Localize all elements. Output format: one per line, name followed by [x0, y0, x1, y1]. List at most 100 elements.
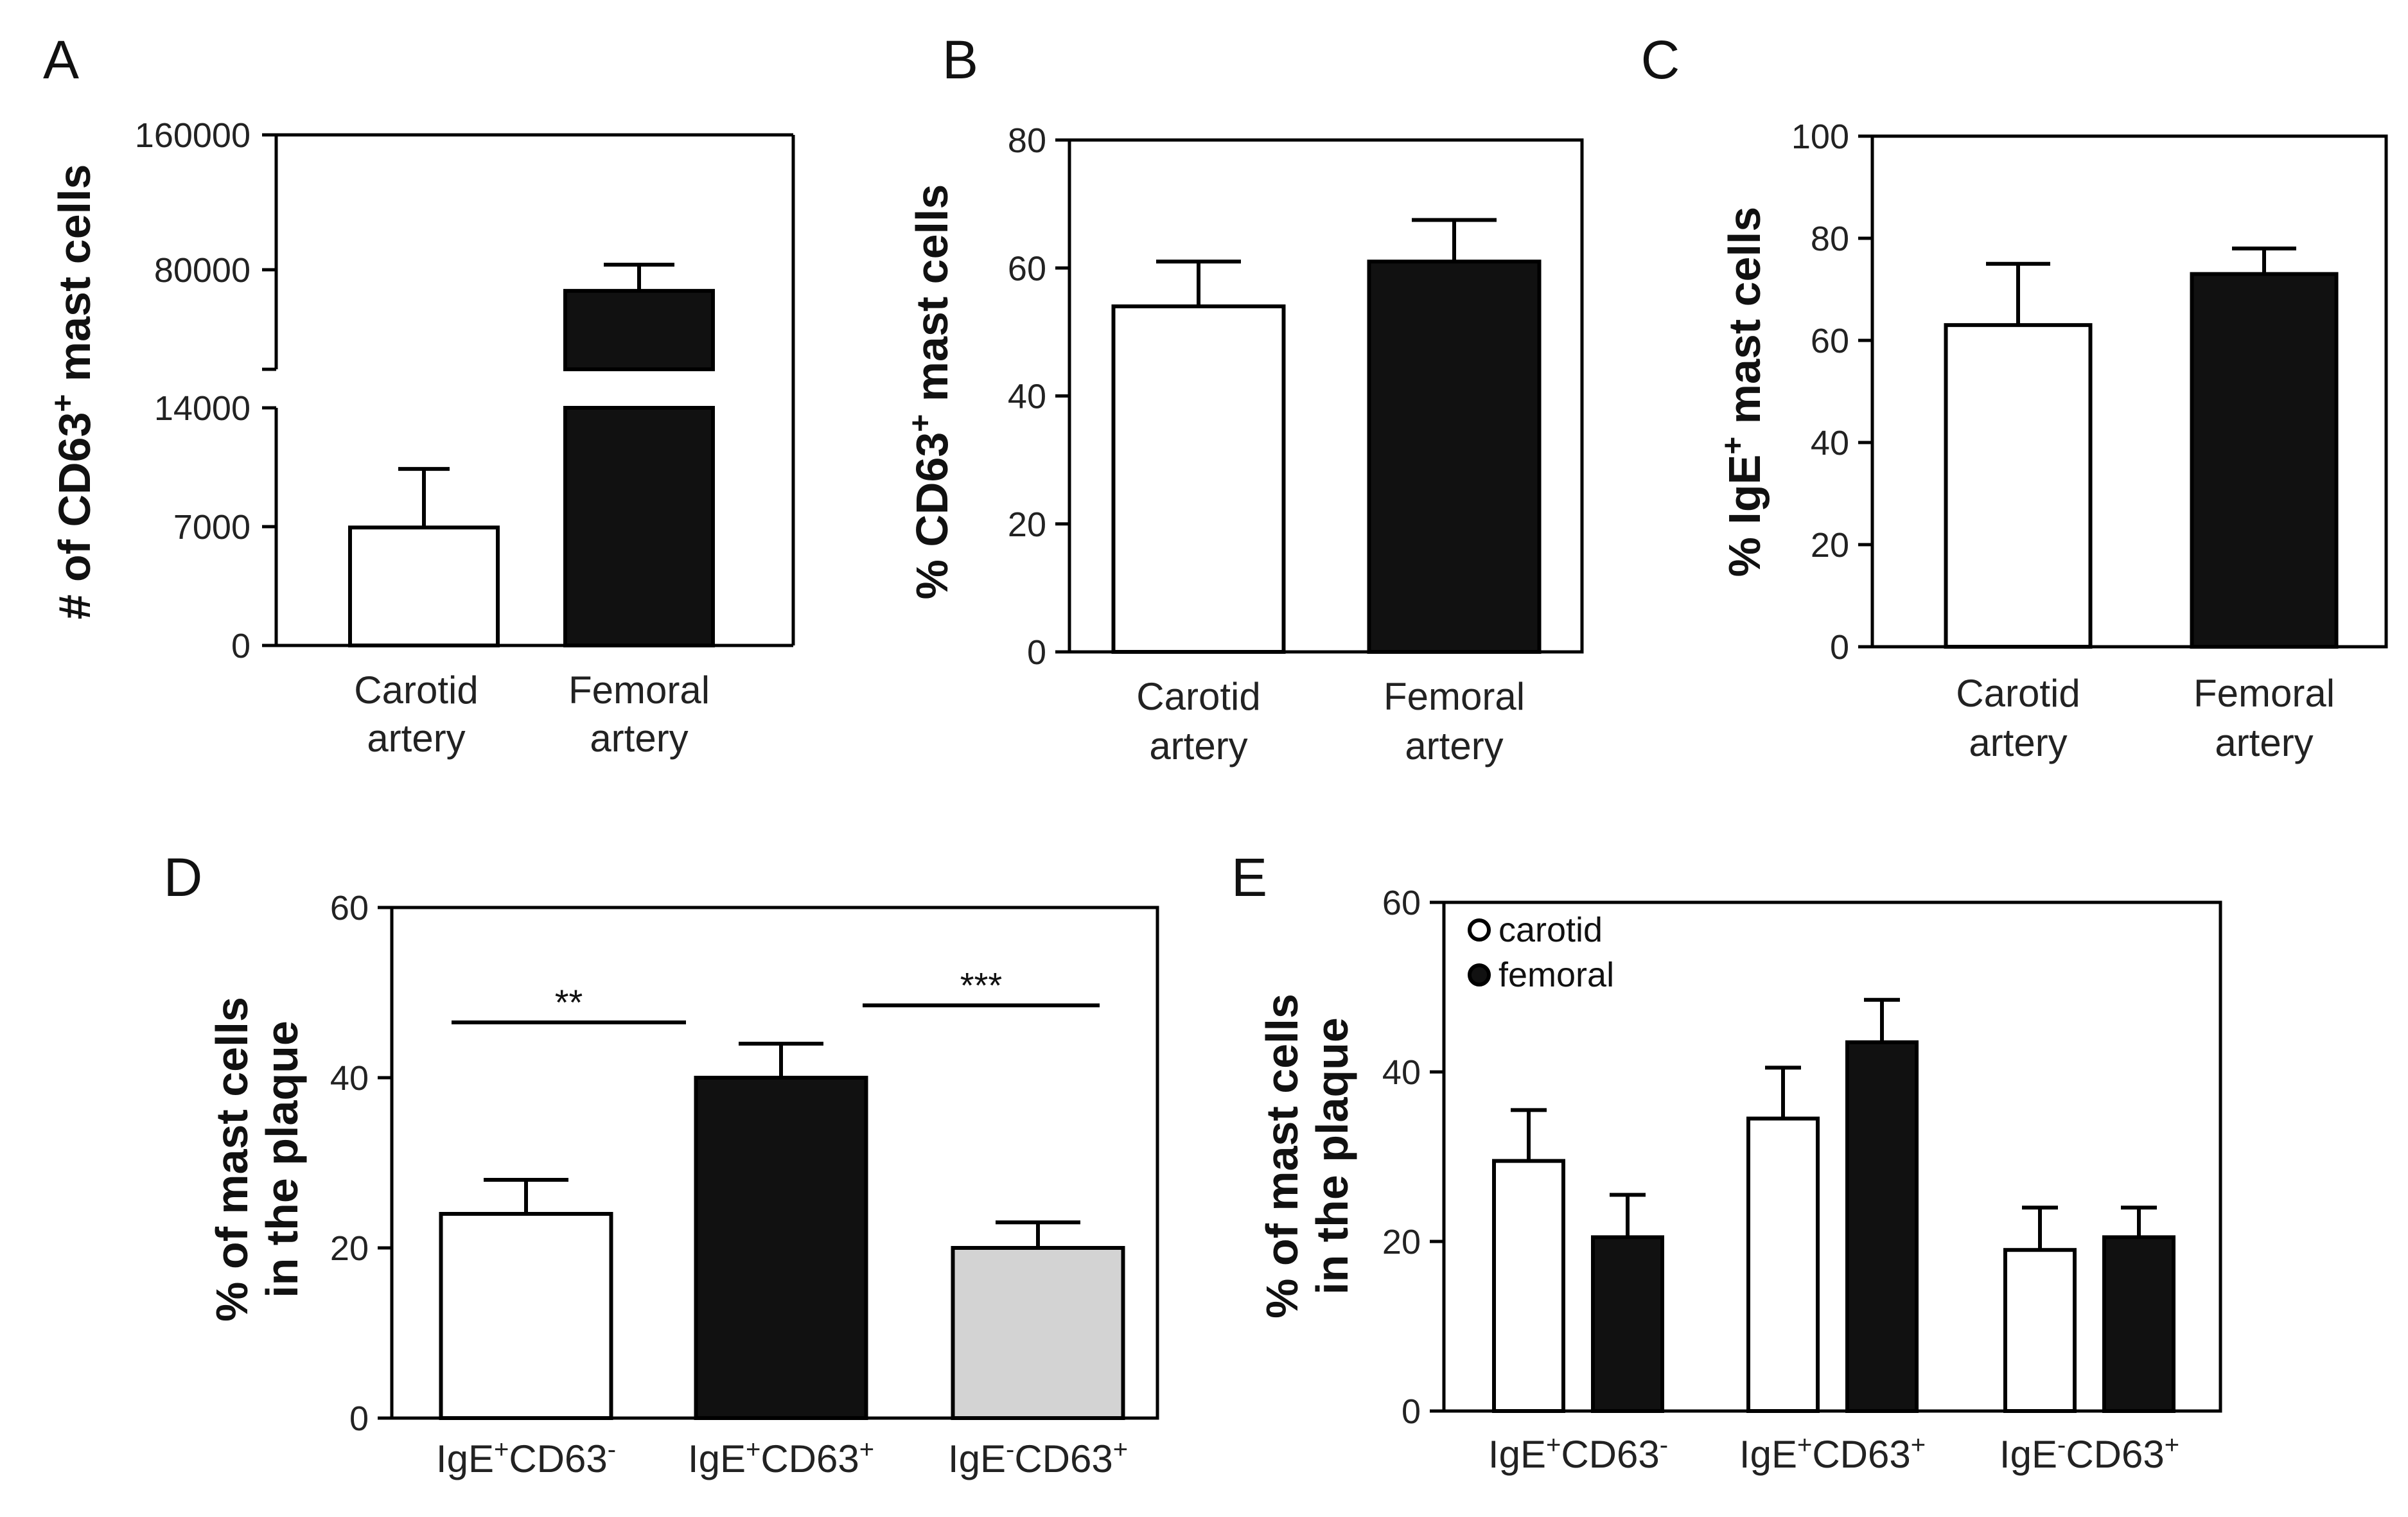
y-tick-label: 40 [330, 1059, 369, 1098]
ylabel-line: in the plaque [257, 1021, 307, 1298]
ylabel-text: mast cells [907, 184, 957, 414]
x-category-label: artery [1405, 724, 1503, 767]
ylabel-text: % IgE [1719, 455, 1770, 577]
label-text: CD63 [1812, 1433, 1910, 1476]
x-category-label: IgE-CD63+ [948, 1435, 1128, 1480]
panel-e: E 0 20 40 60 % of mast cellsin the plaque caro… [1231, 847, 2222, 1476]
label-superscript: + [1113, 1435, 1128, 1464]
bar-carotid [348, 525, 500, 647]
y-tick-label: 80 [1008, 121, 1046, 160]
x-category-label: IgE+CD63- [1488, 1431, 1668, 1476]
bar-carotid [1746, 1116, 1820, 1413]
label-text: IgE [1999, 1433, 2057, 1476]
y-tick-label: 60 [1811, 322, 1849, 360]
legend-label-carotid: carotid [1498, 911, 1603, 949]
y-axis-label: % IgE+ mast cells [1716, 207, 1770, 577]
ylabel-superscript: + [1716, 437, 1750, 455]
x-category-label: artery [1149, 724, 1247, 767]
ylabel-text: mast cells [1719, 207, 1770, 437]
y-tick-label: 80 [1811, 220, 1849, 258]
x-category-label: IgE+CD63+ [688, 1435, 874, 1480]
y-tick-label: 14000 [154, 389, 250, 428]
y-tick-label: 100 [1791, 118, 1849, 156]
y-tick-label: 0 [231, 627, 250, 665]
bar-group-0 [439, 1212, 613, 1420]
y-axis-label: % of mast cellsin the plaque [1257, 994, 1357, 1319]
x-category-label: Carotid [354, 669, 478, 712]
y-axis-label: % of mast cellsin the plaque [207, 997, 307, 1322]
y-tick-label: 20 [1811, 526, 1849, 565]
x-category-label: IgE-CD63+ [1999, 1431, 2179, 1476]
label-text: CD63 [1014, 1437, 1112, 1480]
y-tick-label: 0 [1027, 633, 1046, 672]
bar-femoral-lower [563, 406, 715, 647]
y-tick-label: 40 [1008, 378, 1046, 416]
ylabel-line: % of mast cells [207, 997, 257, 1322]
bar-femoral [2102, 1235, 2175, 1414]
legend-label-femoral: femoral [1498, 956, 1614, 994]
ylabel-text: % CD63 [907, 432, 957, 600]
panel-letter-b: B [942, 30, 978, 90]
panel-letter-a: A [43, 30, 79, 90]
x-category-label: Femoral [568, 669, 710, 712]
plot-frame [1870, 134, 2388, 649]
label-text: IgE [1488, 1433, 1546, 1476]
label-superscript: + [1546, 1431, 1561, 1459]
panel-b: B 0 20 40 60 80 % CD63+ mast cells Carotid arter… [904, 30, 1584, 767]
panel-letter-e: E [1231, 847, 1267, 908]
x-category-label: artery [590, 717, 688, 760]
y-tick-label: 20 [330, 1229, 369, 1268]
y-tick-label: 160000 [135, 116, 250, 155]
label-text: CD63 [509, 1437, 607, 1480]
x-category-label: IgE+CD63- [436, 1435, 616, 1480]
label-text: IgE [1739, 1433, 1797, 1476]
bar-femoral [2190, 272, 2339, 649]
x-category-label: Femoral [1384, 675, 1525, 718]
label-superscript: + [746, 1435, 760, 1464]
y-tick-label: 0 [1402, 1392, 1421, 1431]
y-axis-label: # of CD63+ mast cells [46, 164, 100, 620]
bar-femoral-upper [563, 288, 715, 371]
x-category-label: IgE+CD63+ [1739, 1431, 1926, 1476]
ylabel-text: # of CD63 [49, 412, 100, 620]
y-tick-label: 60 [1008, 249, 1046, 288]
y-tick-label: 60 [1382, 884, 1421, 922]
bar-femoral [1845, 1040, 1919, 1414]
ylabel-line: % of mast cells [1257, 994, 1307, 1319]
x-category-label: Carotid [1136, 675, 1260, 718]
ylabel-superscript: + [904, 414, 938, 432]
bar-carotid [1492, 1159, 1565, 1413]
plot-frame [1442, 900, 2222, 1413]
label-text: CD63 [2066, 1433, 2164, 1476]
panel-c: C 0 20 40 60 80 100 % IgE+ mast cells Carotid art… [1641, 30, 2388, 764]
y-tick-label: 0 [349, 1399, 369, 1438]
bar-group-1 [694, 1076, 868, 1420]
bar-group-2 [951, 1246, 1125, 1420]
label-text: CD63 [760, 1437, 859, 1480]
bar-carotid [2003, 1248, 2077, 1413]
label-superscript: - [1660, 1431, 1668, 1459]
x-category-label: artery [2215, 721, 2313, 764]
bar-femoral [1591, 1235, 1664, 1414]
x-category-label: Carotid [1956, 672, 2080, 715]
bar-carotid [1944, 323, 2093, 649]
y-tick-label: 20 [1008, 505, 1046, 544]
y-tick-label: 40 [1811, 424, 1849, 462]
bar-femoral [1367, 259, 1542, 654]
label-superscript: + [1911, 1431, 1926, 1459]
y-tick-label: 60 [330, 889, 369, 927]
significance-label: ** [555, 982, 583, 1022]
label-text: IgE [436, 1437, 494, 1480]
ylabel-line: in the plaque [1307, 1017, 1357, 1295]
y-tick-label: 40 [1382, 1053, 1421, 1092]
label-superscript: + [859, 1435, 874, 1464]
y-tick-label: 0 [1830, 628, 1849, 667]
panel-letter-c: C [1641, 30, 1680, 90]
label-superscript: - [608, 1435, 616, 1464]
label-superscript: + [494, 1435, 509, 1464]
bar-carotid [1111, 304, 1286, 654]
label-superscript: - [2057, 1431, 2066, 1459]
legend-marker-femoral [1468, 963, 1491, 986]
label-superscript: + [2165, 1431, 2179, 1459]
